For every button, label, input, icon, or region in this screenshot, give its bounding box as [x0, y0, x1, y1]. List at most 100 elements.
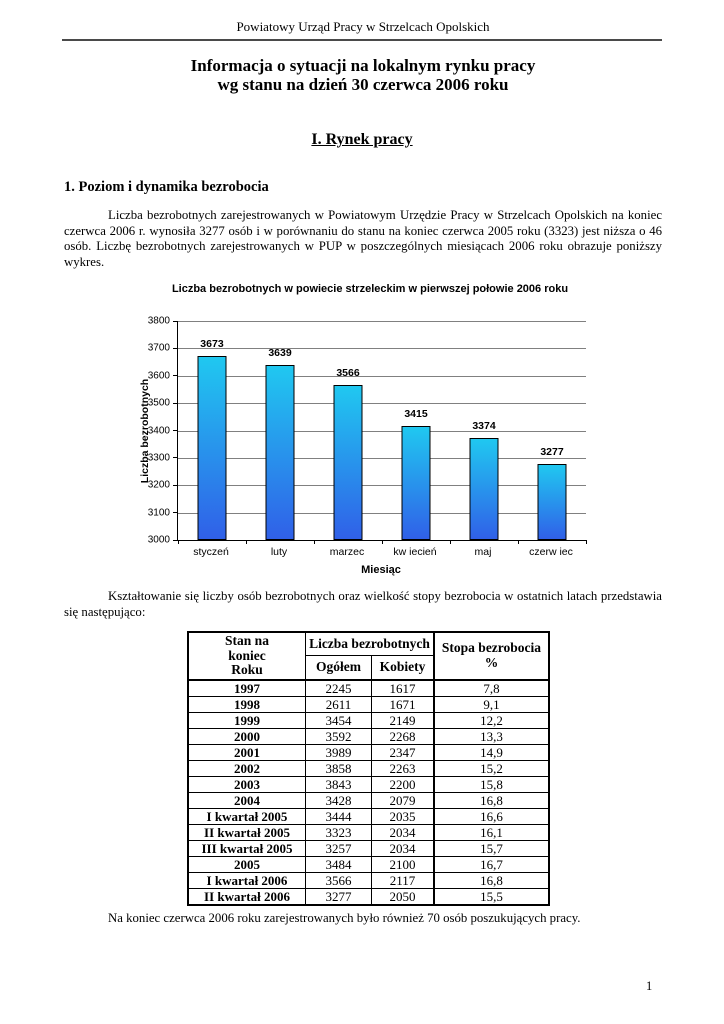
table-cell-women: 1671 [371, 695, 435, 713]
x-tick-mark [449, 540, 451, 544]
table-cell-women: 2263 [371, 759, 435, 777]
table-row: 1998 2611 1671 9,1 [187, 695, 550, 713]
bar [197, 355, 227, 540]
table-header-period: Stan na koniec Roku [187, 631, 306, 680]
y-tick-mark [173, 512, 178, 514]
category-label: styczeń [193, 546, 229, 558]
bar-value-label: 3374 [472, 419, 496, 432]
section-heading: I. Rynek pracy [311, 131, 413, 148]
table-cell-period: II kwartał 2005 [187, 823, 306, 841]
y-tick-label: 3800 [147, 315, 170, 327]
table-intro-paragraph: Kształtowanie się liczby osób bezrobotny… [64, 589, 662, 619]
table-cell-period: 2001 [187, 743, 306, 761]
table-cell-women: 2117 [371, 871, 435, 889]
x-axis-title: Miesiąc [361, 564, 401, 576]
table-row: II kwartał 2005 3323 2034 16,1 [187, 823, 550, 841]
chart-plot: Liczba bezrobotnych 3800 3700 3600 3500 3400… [139, 316, 587, 546]
bar-value-label: 3639 [268, 347, 292, 360]
gridline [178, 375, 586, 377]
y-tick-label: 3300 [147, 452, 170, 464]
table-cell-rate: 7,8 [433, 678, 550, 697]
x-tick-mark [382, 540, 383, 544]
gridline [178, 403, 586, 405]
table-cell-women: 2149 [371, 711, 435, 729]
table-row: 2003 3843 2200 15,8 [187, 775, 550, 793]
table-cell-total: 3277 [305, 887, 372, 905]
table-cell-rate: 15,2 [433, 759, 550, 777]
table-cell-women: 2100 [371, 855, 435, 873]
gridline [178, 348, 586, 350]
table-row: 2000 3592 2268 13,3 [187, 727, 550, 745]
table-cell-total: 3989 [305, 743, 372, 761]
table-cell-total: 3592 [305, 727, 372, 745]
table-cell-women: 2200 [371, 775, 435, 793]
table-cell-period: 2000 [187, 727, 306, 745]
document-title: Informacja o sytuacji na lokalnym rynku … [190, 56, 536, 94]
table-cell-rate: 12,2 [433, 711, 550, 729]
gridline [178, 485, 586, 487]
table-row: 2001 3989 2347 14,9 [187, 743, 550, 761]
bar-chart: Liczba bezrobotnych w powiecie strzeleck… [139, 283, 600, 576]
y-tick-label: 3500 [147, 397, 170, 409]
table-row: II kwartał 2006 3277 2050 15,5 [187, 887, 550, 905]
gridline [178, 430, 586, 432]
table-cell-total: 3428 [305, 791, 372, 809]
table-cell-rate: 14,9 [433, 743, 550, 761]
y-tick-mark [173, 320, 178, 322]
table-cell-period: 2003 [187, 775, 306, 793]
table-cell-total: 2611 [305, 695, 372, 713]
x-tick-mark [313, 540, 315, 544]
table-cell-total: 3843 [305, 775, 372, 793]
bar-value-label: 3673 [200, 337, 224, 350]
subsection-heading: 1. Poziom i dynamika bezrobocia [64, 179, 269, 195]
gridline [178, 457, 586, 459]
table-cell-period: 2002 [187, 759, 306, 777]
intro-paragraph: Liczba bezrobotnych zarejestrowanych w P… [64, 208, 662, 269]
gridline [178, 512, 586, 514]
table-row: I kwartał 2005 3444 2035 16,6 [187, 807, 550, 825]
table-cell-women: 2347 [371, 743, 435, 761]
table-cell-rate: 15,5 [433, 887, 550, 905]
y-tick-mark [173, 347, 178, 349]
x-tick-mark [245, 540, 247, 544]
table-cell-total: 3484 [305, 855, 372, 873]
running-header: Powiatowy Urząd Pracy w Strzelcach Opols… [236, 19, 490, 34]
table-cell-rate: 16,8 [433, 871, 550, 889]
table-cell-women: 2035 [371, 807, 435, 825]
y-tick-label: 3200 [147, 479, 170, 491]
table-cell-rate: 15,7 [433, 839, 550, 857]
category-label: kw iecień [393, 546, 437, 558]
table-cell-rate: 16,1 [433, 823, 550, 841]
y-tick-label: 3600 [147, 370, 170, 382]
y-tick-label: 3700 [147, 342, 170, 354]
table-cell-rate: 13,3 [433, 727, 550, 745]
y-tick-mark [173, 457, 178, 459]
table-header-total: Ogółem [305, 655, 372, 680]
table-cell-total: 3566 [305, 871, 372, 889]
y-tick-mark [173, 375, 178, 377]
table-cell-rate: 9,1 [433, 695, 550, 713]
x-tick-mark [586, 540, 587, 544]
category-label: luty [270, 546, 288, 558]
table-cell-period: 2004 [187, 791, 306, 809]
y-tick-label: 3100 [147, 507, 170, 519]
y-tick-mark [173, 402, 178, 404]
table-cell-women: 2079 [371, 791, 435, 809]
table-cell-total: 3858 [305, 759, 372, 777]
table-cell-women: 1617 [371, 678, 435, 697]
table-row: I kwartał 2006 3566 2117 16,8 [187, 871, 550, 889]
category-label: czerw iec [529, 546, 573, 558]
table-cell-rate: 16,8 [433, 791, 550, 809]
bar [469, 437, 499, 540]
y-tick-mark [173, 539, 178, 541]
bar [265, 365, 295, 540]
table-cell-period: 1997 [187, 678, 306, 697]
x-tick-mark [178, 540, 179, 544]
table-cell-period: 1999 [187, 711, 306, 729]
table-cell-rate: 15,8 [433, 775, 550, 793]
bar-value-label: 3566 [336, 367, 360, 380]
table-header-group: Liczba bezrobotnych [305, 631, 435, 657]
y-tick-mark [173, 430, 178, 431]
page-number: 1 [646, 979, 653, 993]
